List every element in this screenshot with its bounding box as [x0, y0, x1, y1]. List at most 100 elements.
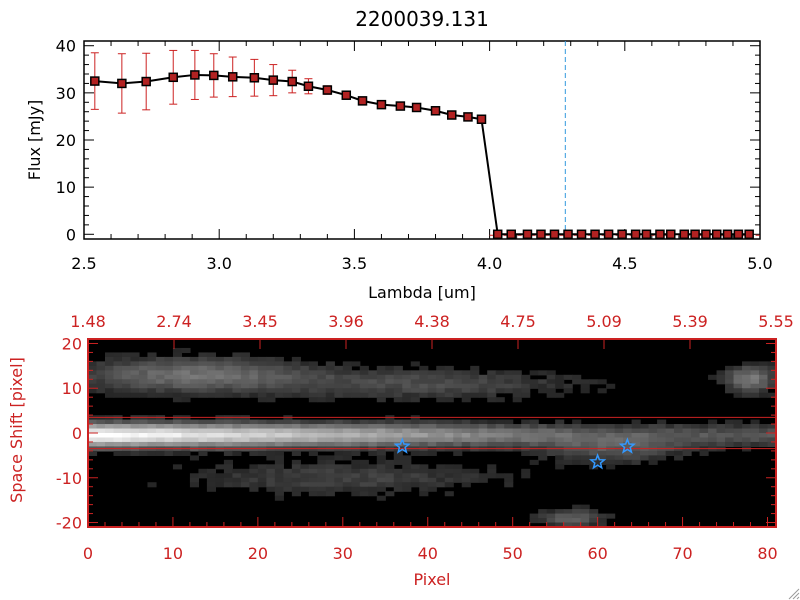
image-cell: [308, 486, 318, 492]
image-cell: [402, 388, 412, 394]
image-cell: [708, 433, 718, 439]
image-cell: [308, 464, 318, 470]
image-cell: [453, 477, 463, 483]
image-cell: [487, 397, 497, 403]
image-cell: [631, 419, 641, 425]
image-cell: [147, 428, 157, 434]
image-cell: [563, 518, 573, 524]
image-cell: [504, 374, 514, 380]
image-cell: [130, 450, 140, 456]
image-cell: [487, 473, 497, 479]
image-cell: [198, 424, 208, 430]
image-cell: [538, 388, 548, 394]
image-cell: [172, 347, 183, 354]
image-cell: [461, 428, 471, 434]
image-cell: [334, 370, 344, 376]
image-cell: [733, 428, 743, 434]
image-cell: [351, 361, 361, 367]
image-cell: [597, 388, 607, 394]
image-cell: [351, 482, 361, 488]
image-cell: [291, 477, 301, 483]
image-cell: [631, 437, 641, 443]
image-cell: [223, 370, 233, 376]
image-cell: [274, 473, 284, 479]
image-cell: [453, 450, 463, 456]
image-cell: [325, 365, 335, 371]
image-cell: [419, 388, 429, 394]
image-cell: [563, 428, 573, 434]
image-cell: [606, 433, 616, 439]
image-cell: [266, 468, 276, 474]
image-cell: [257, 374, 267, 380]
image-cell: [436, 383, 446, 389]
top-tick-label: 1.48: [70, 312, 106, 331]
image-cell: [359, 468, 369, 474]
image-cell: [121, 450, 132, 456]
image-cell: [198, 419, 208, 425]
image-cell: [419, 464, 429, 470]
image-cell: [682, 437, 692, 443]
image-cell: [444, 392, 454, 398]
image-cell: [147, 374, 157, 380]
image-cell: [308, 419, 318, 425]
image-cell: [402, 473, 412, 479]
image-cell: [257, 397, 267, 403]
image-cell: [580, 522, 590, 528]
image-cell: [606, 459, 616, 465]
image-cell: [147, 388, 157, 394]
image-cell: [589, 433, 599, 439]
image-cell: [606, 441, 616, 448]
image-cell: [359, 374, 369, 380]
image-cell: [249, 374, 259, 380]
image-cell: [325, 459, 335, 465]
image-cell: [580, 424, 590, 430]
image-cell: [206, 374, 217, 380]
image-cell: [147, 482, 157, 488]
image-cell: [240, 352, 250, 358]
image-cell: [521, 374, 531, 380]
image-cell: [274, 491, 284, 497]
image-cell: [555, 518, 565, 524]
x-tick-label: 80: [757, 544, 777, 563]
image-cell: [172, 428, 183, 434]
image-cell: [555, 522, 565, 528]
image-cell: [147, 419, 157, 425]
image-cell: [104, 441, 115, 448]
image-cell: [495, 441, 505, 448]
image-cell: [402, 455, 412, 461]
image-cell: [317, 455, 327, 461]
image-cell: [436, 437, 446, 443]
image-cell: [385, 379, 395, 385]
image-cell: [359, 464, 369, 470]
image-cell: [189, 383, 200, 389]
image-cell: [291, 486, 301, 492]
image-cell: [351, 383, 361, 389]
image-cell: [419, 477, 429, 483]
image-cell: [385, 482, 395, 488]
image-cell: [623, 450, 633, 456]
image-cell: [308, 477, 318, 483]
data-point: [357, 96, 368, 106]
image-cell: [580, 518, 590, 524]
image-cell: [130, 424, 140, 430]
image-cell: [198, 383, 208, 389]
image-cell: [351, 379, 361, 385]
resize-grip-icon[interactable]: [786, 586, 800, 600]
data-point: [209, 70, 219, 81]
image-cell: [767, 365, 777, 371]
image-cell: [359, 419, 369, 425]
image-cell: [487, 424, 497, 430]
image-cell: [351, 464, 361, 470]
image-cell: [461, 477, 471, 483]
image-cell: [164, 383, 174, 389]
image-cell: [215, 419, 225, 425]
image-cell: [342, 370, 352, 376]
image-cell: [334, 486, 344, 492]
image-cell: [427, 428, 437, 434]
image-cell: [215, 370, 225, 376]
image-cell: [172, 388, 183, 394]
image-cell: [291, 482, 301, 488]
image-cell: [393, 397, 403, 403]
image-cell: [198, 392, 208, 398]
image-cell: [742, 441, 752, 448]
